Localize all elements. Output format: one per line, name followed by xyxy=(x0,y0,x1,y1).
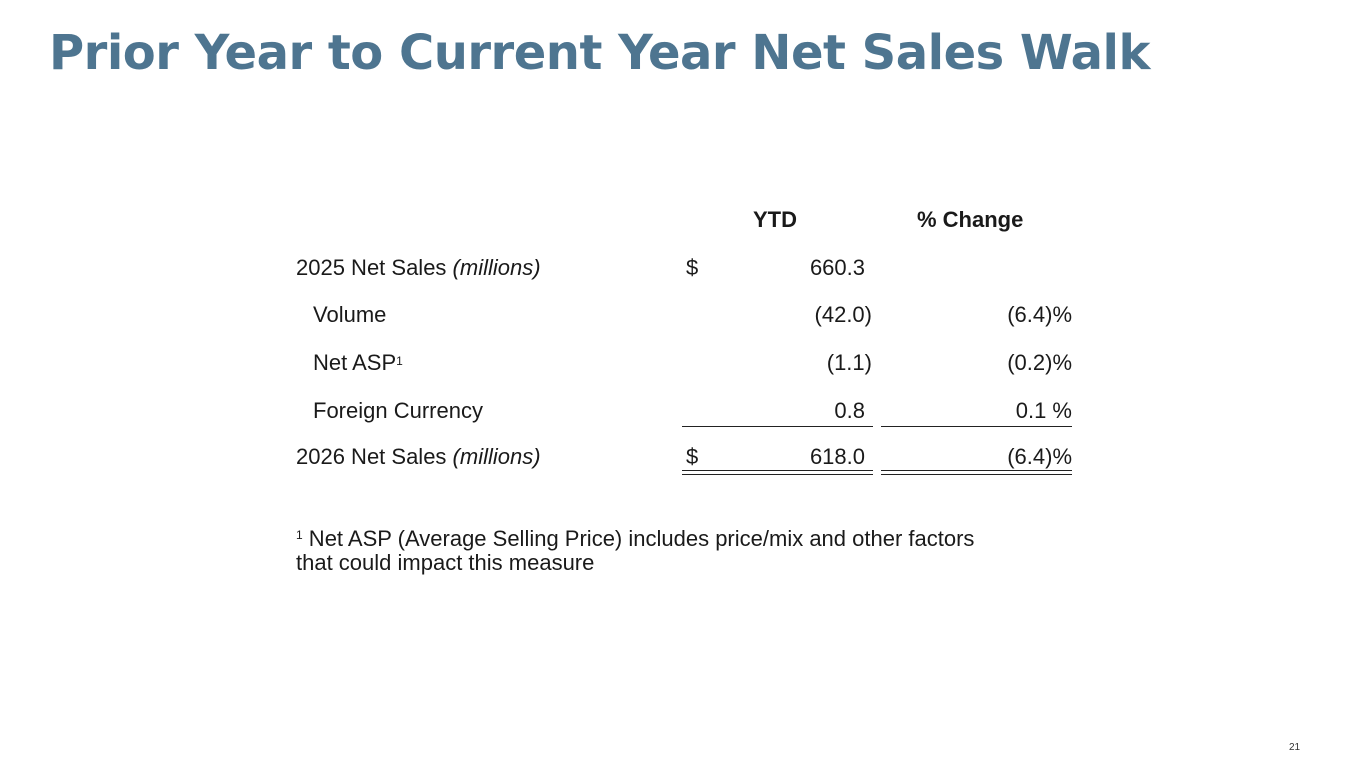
row-label-text: Net ASP xyxy=(313,350,397,375)
change-value-volume: (6.4)% xyxy=(1007,302,1072,327)
change-value-net-asp: (0.2)% xyxy=(1007,350,1072,375)
change-value-current-year: (6.4)% xyxy=(1007,444,1072,469)
ytd-value-current-year: 618.0 xyxy=(809,444,865,469)
total-rule-change-bottom xyxy=(881,474,1072,475)
subtotal-rule-ytd xyxy=(682,426,873,427)
currency-symbol: $ xyxy=(686,444,699,469)
total-rule-ytd-top xyxy=(682,470,873,471)
footnote: 1 Net ASP (Average Selling Price) includ… xyxy=(296,527,1016,575)
column-header-ytd: YTD xyxy=(753,207,797,232)
footnote-text: Net ASP (Average Selling Price) includes… xyxy=(296,526,975,575)
row-label-units: (millions) xyxy=(452,255,541,280)
row-label-foreign-currency: Foreign Currency xyxy=(313,398,483,423)
change-value-foreign-currency: 0.1 % xyxy=(1015,398,1072,423)
page-number: 21 xyxy=(1289,742,1301,753)
row-label-current-year: 2026 Net Sales (millions) xyxy=(296,443,541,471)
ytd-value-foreign-currency: 0.8 xyxy=(834,398,865,423)
row-label-text: 2026 Net Sales xyxy=(296,444,453,469)
column-header-change: % Change xyxy=(917,207,1024,232)
footnote-marker: 1 xyxy=(296,528,303,542)
ytd-value-volume: (42.0) xyxy=(814,302,872,327)
subtotal-rule-change xyxy=(881,426,1072,427)
currency-symbol: $ xyxy=(686,255,699,280)
row-label-prior-year: 2025 Net Sales (millions) xyxy=(296,254,541,282)
row-label-volume: Volume xyxy=(313,302,387,327)
ytd-value-net-asp: (1.1) xyxy=(826,350,872,375)
total-rule-change-top xyxy=(881,470,1072,471)
slide-title: Prior Year to Current Year Net Sales Wal… xyxy=(49,25,1150,81)
row-label-text: 2025 Net Sales xyxy=(296,255,453,280)
footnote-marker: 1 xyxy=(396,354,403,368)
ytd-value-prior-year: 660.3 xyxy=(809,255,865,280)
total-rule-ytd-bottom xyxy=(682,474,873,475)
row-label-net-asp: Net ASP1 xyxy=(313,349,403,377)
row-label-units: (millions) xyxy=(452,444,541,469)
